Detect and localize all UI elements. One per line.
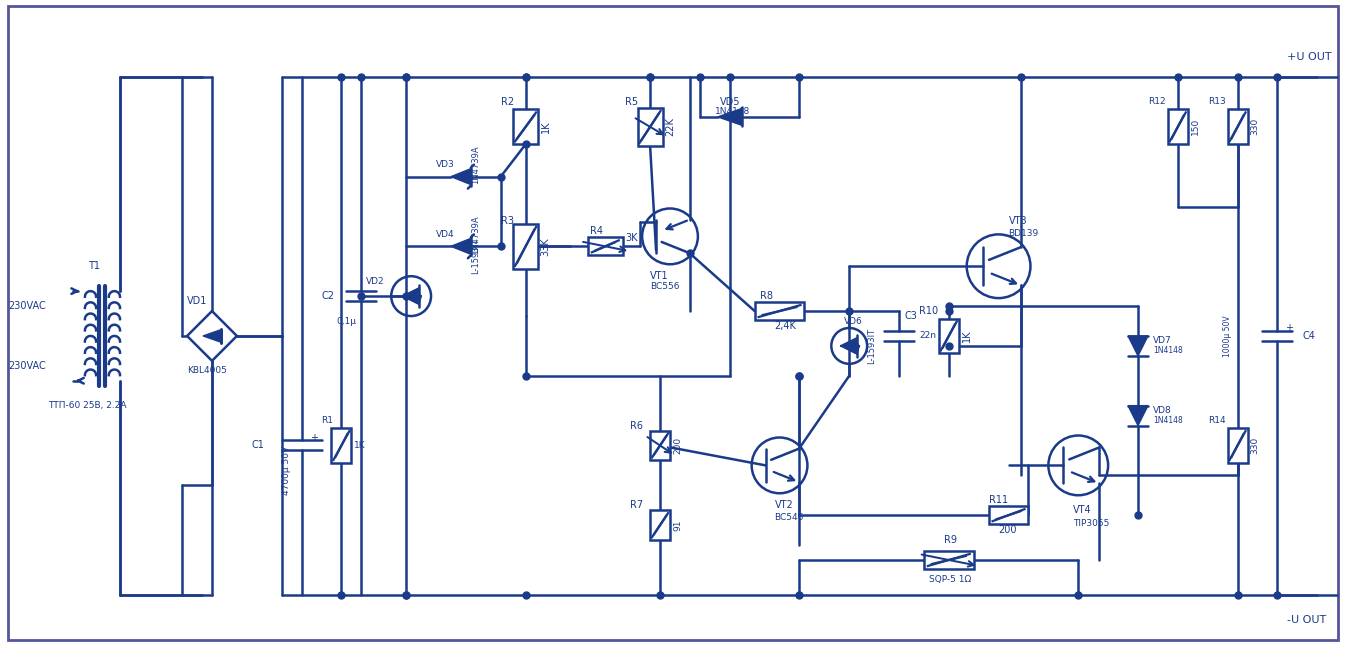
FancyBboxPatch shape [638,108,662,146]
Text: R14: R14 [1207,416,1225,425]
Text: VD5: VD5 [720,97,740,107]
Polygon shape [451,169,471,185]
FancyBboxPatch shape [588,237,623,255]
Text: -U OUT: -U OUT [1287,615,1327,625]
Polygon shape [841,338,857,354]
Text: 230VAC: 230VAC [8,301,46,311]
Text: R12: R12 [1148,98,1166,107]
Polygon shape [717,109,742,125]
Text: 1N4739A: 1N4739A [471,215,481,254]
FancyBboxPatch shape [331,428,351,463]
Text: C3: C3 [905,311,917,321]
Text: 22K: 22K [665,118,676,136]
Text: R3: R3 [501,216,514,227]
Polygon shape [404,288,419,304]
Text: BC546: BC546 [774,513,804,522]
Text: VT2: VT2 [774,500,793,510]
Text: 1000μ 50V: 1000μ 50V [1224,315,1232,357]
Text: C1: C1 [252,441,265,450]
Polygon shape [203,329,221,342]
Text: VD2: VD2 [366,276,385,286]
Text: L-1593IT: L-1593IT [867,328,876,364]
FancyBboxPatch shape [755,302,805,320]
Text: L-1593IT: L-1593IT [471,238,481,275]
Text: 91: 91 [673,519,682,531]
Text: VD7: VD7 [1154,337,1171,346]
Polygon shape [1128,406,1148,426]
FancyBboxPatch shape [650,510,670,540]
Text: 200: 200 [999,525,1018,535]
Text: 1N4739A: 1N4739A [471,145,481,184]
Text: VT3: VT3 [1008,216,1027,227]
FancyBboxPatch shape [650,430,670,461]
Text: BD139: BD139 [1008,229,1039,238]
Text: T1: T1 [89,261,101,271]
Text: +U OUT: +U OUT [1287,52,1333,62]
Text: SQP-5 1Ω: SQP-5 1Ω [929,576,972,585]
Text: 2,4K: 2,4K [774,321,797,331]
Text: BC556: BC556 [650,282,680,291]
Text: R13: R13 [1207,98,1225,107]
FancyBboxPatch shape [988,506,1028,524]
Text: 4700μ 50V: 4700μ 50V [283,446,291,495]
Text: KBL4005: KBL4005 [187,366,227,375]
Text: 200: 200 [673,437,682,454]
Text: R2: R2 [501,97,514,107]
Text: R5: R5 [625,97,638,107]
Text: 33K: 33K [541,237,551,256]
Polygon shape [451,238,471,255]
Text: C2: C2 [322,291,335,301]
Text: 150: 150 [1191,118,1199,136]
Text: R11: R11 [988,495,1008,505]
Text: 230VAC: 230VAC [8,361,46,371]
Text: +: + [310,433,318,443]
Text: VT4: VT4 [1073,505,1092,516]
Text: 1K: 1K [541,121,551,133]
Text: 1N4148: 1N4148 [1154,346,1183,355]
FancyBboxPatch shape [1228,109,1248,144]
FancyBboxPatch shape [513,224,538,269]
Polygon shape [1128,336,1148,356]
FancyBboxPatch shape [923,551,973,569]
FancyBboxPatch shape [1228,428,1248,463]
Text: 330: 330 [1250,437,1260,454]
Text: 330: 330 [1250,118,1260,136]
Text: 1K: 1K [962,329,972,342]
Text: VD6: VD6 [844,317,863,326]
FancyBboxPatch shape [940,318,958,353]
Text: VD3: VD3 [436,160,455,169]
Text: R1: R1 [322,416,334,425]
Text: VD8: VD8 [1154,406,1171,415]
Text: R4: R4 [591,226,603,236]
Text: VT1: VT1 [650,271,669,281]
Text: R8: R8 [759,291,773,301]
Text: TIP3055: TIP3055 [1073,519,1109,528]
Text: VD4: VD4 [436,230,455,239]
Text: R10: R10 [919,306,938,316]
Text: VD1: VD1 [187,296,207,306]
Text: 1N4148: 1N4148 [1154,416,1183,425]
Text: R9: R9 [944,535,957,545]
Text: 1K: 1K [354,441,366,450]
Text: 3K: 3K [625,233,638,244]
Text: 1N4148: 1N4148 [715,107,750,116]
Text: 22n: 22n [919,331,935,340]
Text: C4: C4 [1303,331,1315,341]
Text: R7: R7 [630,500,643,510]
Text: 0,1μ: 0,1μ [336,317,357,326]
FancyBboxPatch shape [1168,109,1187,144]
FancyBboxPatch shape [513,109,538,144]
Text: ТТП-60 25В, 2.2А: ТТП-60 25В, 2.2А [47,401,127,410]
Text: R6: R6 [630,421,643,430]
Text: +: + [1285,323,1294,333]
